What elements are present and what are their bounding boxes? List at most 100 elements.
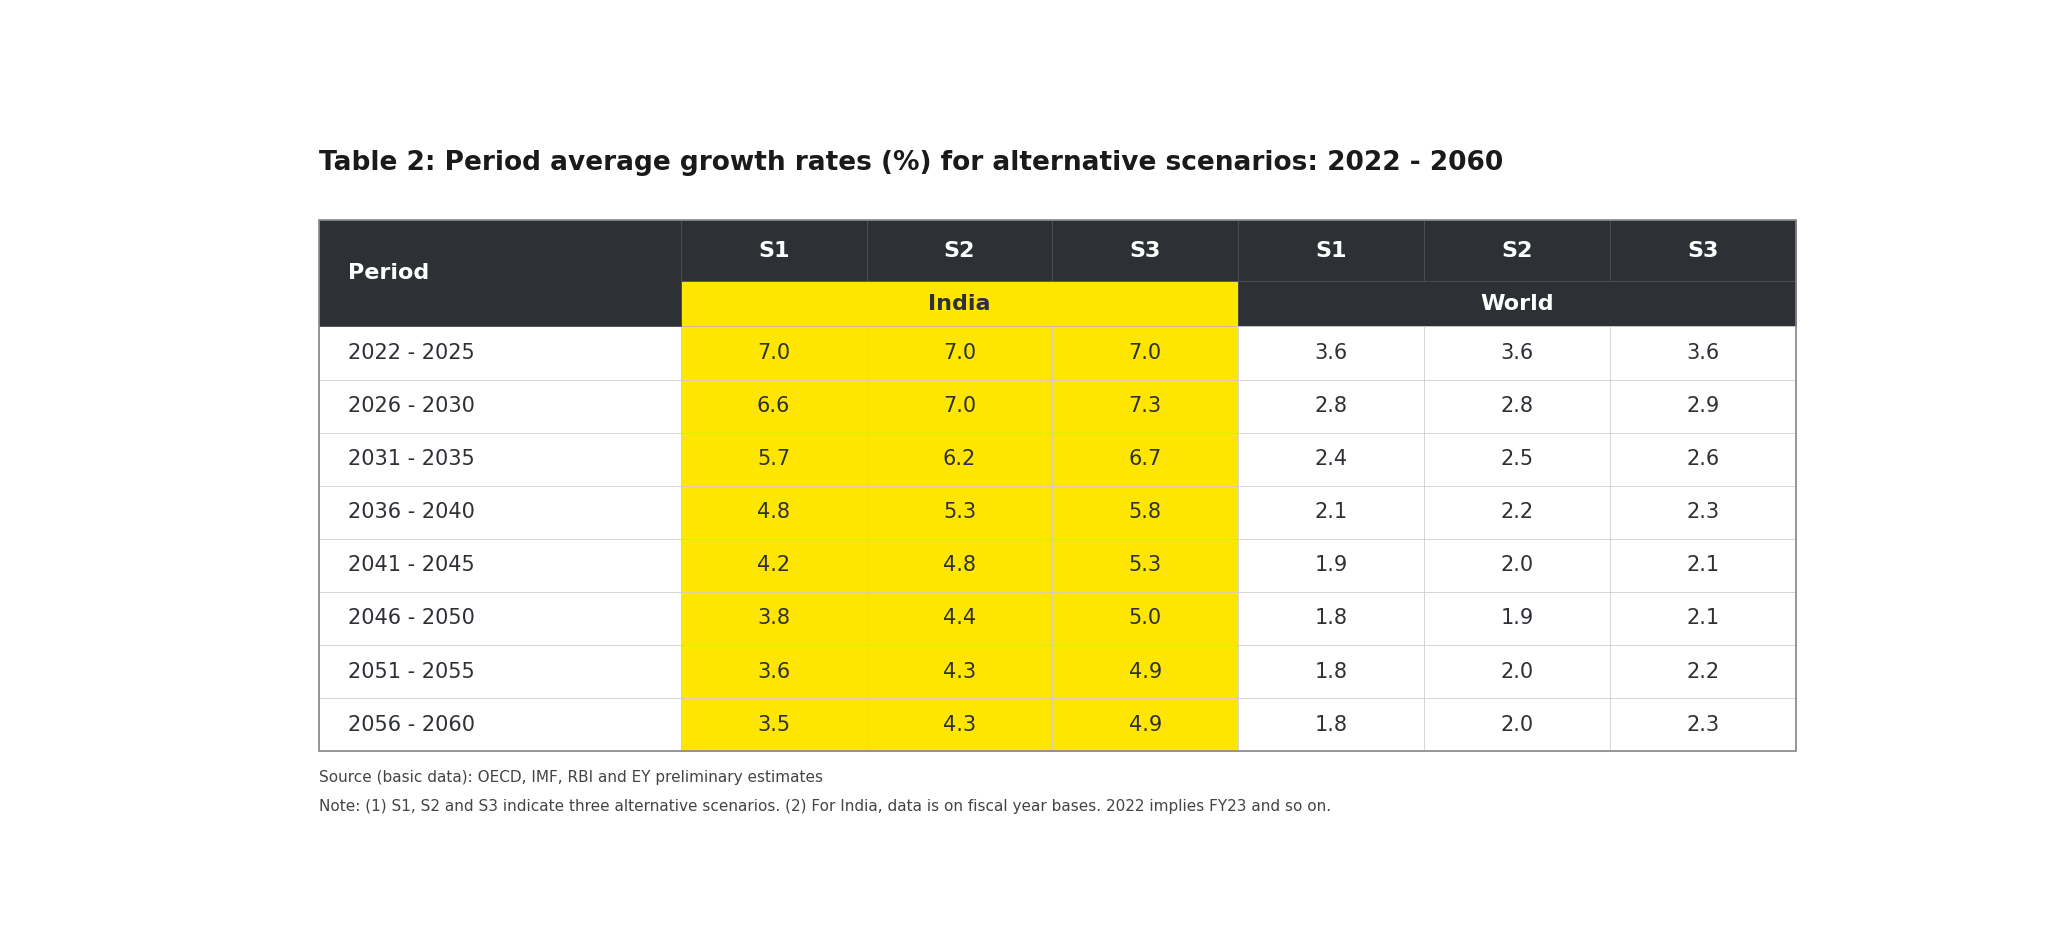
- Bar: [1610, 379, 1796, 433]
- Text: 4.9: 4.9: [1128, 662, 1161, 682]
- Bar: [1239, 221, 1423, 281]
- Text: 7.0: 7.0: [1128, 343, 1161, 363]
- Bar: [1423, 433, 1610, 486]
- Text: 4.3: 4.3: [942, 714, 977, 735]
- Bar: [1239, 592, 1423, 645]
- Bar: [866, 698, 1053, 751]
- Bar: [1610, 645, 1796, 698]
- Text: 2.8: 2.8: [1501, 397, 1534, 417]
- Bar: [319, 326, 680, 379]
- Bar: [1239, 281, 1796, 326]
- Text: 2056 - 2060: 2056 - 2060: [348, 714, 475, 735]
- Bar: [866, 379, 1053, 433]
- Bar: [1610, 486, 1796, 539]
- Bar: [1423, 326, 1610, 379]
- Bar: [1053, 592, 1239, 645]
- Text: 2.0: 2.0: [1501, 714, 1534, 735]
- Text: 2.0: 2.0: [1501, 555, 1534, 575]
- Text: 2041 - 2045: 2041 - 2045: [348, 555, 475, 575]
- Text: 6.7: 6.7: [1128, 449, 1161, 469]
- Text: Source (basic data): OECD, IMF, RBI and EY preliminary estimates: Source (basic data): OECD, IMF, RBI and …: [319, 769, 823, 785]
- Bar: [1239, 698, 1423, 751]
- Bar: [1053, 433, 1239, 486]
- Bar: [680, 645, 866, 698]
- Bar: [319, 379, 680, 433]
- Text: 2031 - 2035: 2031 - 2035: [348, 449, 475, 469]
- Bar: [866, 326, 1053, 379]
- Text: 7.3: 7.3: [1128, 397, 1161, 417]
- Text: 4.4: 4.4: [942, 609, 977, 629]
- Text: 2051 - 2055: 2051 - 2055: [348, 662, 475, 682]
- Text: 4.8: 4.8: [758, 502, 791, 522]
- Text: 1.8: 1.8: [1315, 714, 1348, 735]
- Text: 3.8: 3.8: [758, 609, 791, 629]
- Text: 2.2: 2.2: [1501, 502, 1534, 522]
- Bar: [1423, 539, 1610, 592]
- Text: 2.1: 2.1: [1315, 502, 1348, 522]
- Text: S1: S1: [758, 241, 788, 261]
- Bar: [319, 221, 1796, 751]
- Text: 1.9: 1.9: [1315, 555, 1348, 575]
- Text: 2.1: 2.1: [1686, 609, 1718, 629]
- Text: 1.8: 1.8: [1315, 662, 1348, 682]
- Bar: [866, 433, 1053, 486]
- Bar: [319, 433, 680, 486]
- Bar: [1423, 698, 1610, 751]
- Bar: [866, 645, 1053, 698]
- Bar: [1239, 326, 1423, 379]
- Bar: [319, 645, 680, 698]
- Bar: [680, 281, 1239, 326]
- Bar: [866, 486, 1053, 539]
- Text: 2036 - 2040: 2036 - 2040: [348, 502, 475, 522]
- Text: Note: (1) S1, S2 and S3 indicate three alternative scenarios. (2) For India, dat: Note: (1) S1, S2 and S3 indicate three a…: [319, 799, 1331, 814]
- Bar: [1423, 645, 1610, 698]
- Bar: [1053, 698, 1239, 751]
- Text: 2.4: 2.4: [1315, 449, 1348, 469]
- Text: 3.6: 3.6: [758, 662, 791, 682]
- Text: 1.9: 1.9: [1501, 609, 1534, 629]
- Bar: [1239, 486, 1423, 539]
- Text: S2: S2: [944, 241, 975, 261]
- Text: 2.0: 2.0: [1501, 662, 1534, 682]
- Bar: [680, 698, 866, 751]
- Bar: [1053, 486, 1239, 539]
- Bar: [1053, 645, 1239, 698]
- Text: 4.8: 4.8: [942, 555, 977, 575]
- Text: 2.9: 2.9: [1686, 397, 1720, 417]
- Text: S3: S3: [1130, 241, 1161, 261]
- Bar: [319, 486, 680, 539]
- Text: India: India: [928, 294, 991, 314]
- Text: 7.0: 7.0: [758, 343, 791, 363]
- Text: 5.0: 5.0: [1128, 609, 1161, 629]
- Text: 6.6: 6.6: [758, 397, 791, 417]
- Text: 2.3: 2.3: [1686, 714, 1718, 735]
- Text: 3.6: 3.6: [1501, 343, 1534, 363]
- Text: 2046 - 2050: 2046 - 2050: [348, 609, 475, 629]
- Bar: [319, 221, 680, 326]
- Bar: [319, 698, 680, 751]
- Bar: [319, 539, 680, 592]
- Text: S3: S3: [1688, 241, 1718, 261]
- Text: 2.8: 2.8: [1315, 397, 1348, 417]
- Bar: [680, 221, 866, 281]
- Text: 2.5: 2.5: [1501, 449, 1534, 469]
- Text: 1.8: 1.8: [1315, 609, 1348, 629]
- Text: 3.6: 3.6: [1686, 343, 1720, 363]
- Text: 7.0: 7.0: [942, 397, 977, 417]
- Bar: [1423, 379, 1610, 433]
- Bar: [680, 486, 866, 539]
- Text: S1: S1: [1315, 241, 1348, 261]
- Bar: [680, 326, 866, 379]
- Bar: [1610, 592, 1796, 645]
- Bar: [680, 433, 866, 486]
- Bar: [1053, 326, 1239, 379]
- Text: 5.3: 5.3: [1128, 555, 1161, 575]
- Text: 2.2: 2.2: [1686, 662, 1718, 682]
- Text: 2026 - 2030: 2026 - 2030: [348, 397, 475, 417]
- Bar: [1610, 698, 1796, 751]
- Text: 5.7: 5.7: [758, 449, 791, 469]
- Text: 5.8: 5.8: [1128, 502, 1161, 522]
- Bar: [1239, 539, 1423, 592]
- Bar: [1610, 433, 1796, 486]
- Bar: [680, 592, 866, 645]
